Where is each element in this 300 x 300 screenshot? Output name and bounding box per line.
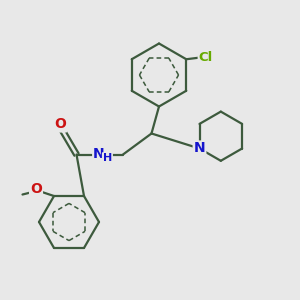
Text: O: O [54, 118, 66, 131]
Text: N: N [194, 142, 205, 155]
Text: Cl: Cl [199, 51, 213, 64]
Text: H: H [103, 153, 112, 163]
Text: O: O [30, 182, 42, 196]
Text: N: N [93, 148, 105, 161]
